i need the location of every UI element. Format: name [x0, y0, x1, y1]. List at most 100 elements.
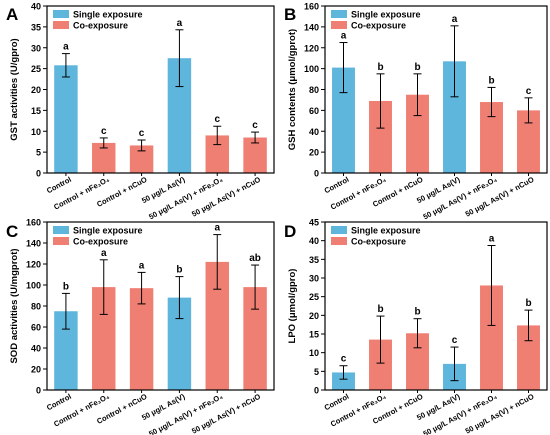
significance-letter: a [139, 260, 145, 271]
significance-letter: b [488, 75, 494, 86]
y-tick-label: 25 [309, 292, 319, 302]
bar [129, 288, 154, 390]
y-tick-label: 35 [31, 22, 41, 32]
legend-swatch [53, 226, 69, 234]
bar [205, 261, 229, 390]
y-axis-label: GST activities (U/gpro) [9, 38, 20, 140]
y-tick-label: 140 [304, 22, 319, 32]
y-tick-label: 40 [309, 236, 319, 246]
x-tick-label: 50 μg/L As(V) + nCuO [464, 392, 536, 435]
legend-swatch [53, 21, 69, 29]
bar [517, 110, 540, 173]
plot-frame [46, 5, 275, 174]
significance-letter: a [63, 42, 69, 53]
y-axis-label: SOD activities (U/mgprot) [9, 248, 20, 363]
y-tick-label: 40 [31, 344, 41, 354]
y-tick-label: 30 [31, 43, 41, 53]
x-tick-label: Control [323, 392, 351, 412]
y-tick-label: 120 [304, 43, 319, 53]
x-tick-label: Control [323, 175, 351, 195]
significance-letter: b [414, 307, 420, 318]
y-tick-label: 80 [31, 302, 41, 312]
significance-letter: ab [249, 253, 261, 264]
legend-swatch [331, 10, 347, 18]
y-tick-label: 160 [304, 2, 319, 12]
bar [406, 333, 429, 390]
significance-letter: b [525, 298, 531, 309]
legend-label: Co-exposure [351, 21, 406, 31]
y-tick-label: 45 [309, 218, 319, 228]
y-tick-label: 30 [309, 274, 319, 284]
significance-letter: b [377, 304, 383, 315]
y-tick-label: 140 [26, 239, 41, 249]
bar [205, 135, 229, 173]
bar [54, 65, 78, 173]
bar [369, 100, 392, 173]
y-tick-label: 80 [309, 85, 319, 95]
y-tick-label: 40 [309, 127, 319, 137]
legend-label: Single exposure [351, 226, 421, 236]
significance-letter: c [214, 114, 220, 125]
plot-frame [324, 221, 548, 391]
y-tick-label: 10 [309, 348, 319, 358]
legend-label: Co-exposure [73, 21, 128, 31]
panel-letter: A [6, 5, 18, 24]
legend-swatch [331, 237, 347, 245]
significance-letter: c [101, 126, 107, 137]
bar [129, 145, 154, 173]
y-axis-label: GSH contents (μmol/gprot) [287, 29, 298, 150]
bar [480, 102, 503, 173]
bar [369, 339, 392, 390]
bar [406, 94, 429, 173]
panel-letter: B [284, 5, 296, 24]
significance-letter: a [101, 248, 107, 259]
significance-letter: a [489, 234, 495, 245]
plot-frame [46, 221, 275, 391]
significance-letter: b [377, 62, 383, 73]
significance-letter: c [252, 120, 258, 131]
legend-swatch [53, 237, 69, 245]
bar [332, 372, 355, 390]
significance-letter: a [341, 31, 347, 42]
y-tick-label: 160 [26, 218, 41, 228]
y-tick-label: 120 [26, 260, 41, 270]
y-tick-label: 35 [309, 255, 319, 265]
x-tick-label: Control [45, 175, 73, 195]
y-tick-label: 20 [309, 311, 319, 321]
y-tick-label: 40 [31, 2, 41, 12]
bar [54, 311, 78, 390]
y-tick-label: 20 [31, 365, 41, 375]
bar [167, 297, 192, 390]
y-tick-label: 0 [36, 386, 41, 396]
y-tick-label: 20 [309, 148, 319, 158]
legend-label: Co-exposure [73, 237, 128, 247]
bar [92, 142, 116, 173]
panel-letter: C [6, 222, 18, 241]
bar [332, 67, 355, 173]
y-tick-label: 0 [314, 386, 319, 396]
legend-label: Single exposure [73, 226, 143, 236]
legend-label: Single exposure [351, 10, 421, 20]
bar [167, 58, 192, 173]
y-tick-label: 15 [31, 106, 41, 116]
y-tick-label: 25 [31, 64, 41, 74]
x-tick-label: Control [45, 392, 73, 412]
bar [443, 61, 466, 173]
significance-letter: c [341, 354, 347, 365]
significance-letter: c [452, 335, 458, 346]
y-tick-label: 5 [314, 367, 319, 377]
bar [243, 287, 267, 390]
legend-swatch [331, 21, 347, 29]
significance-letter: b [63, 281, 69, 292]
plot-frame [324, 5, 548, 174]
bar [243, 137, 267, 173]
x-tick-label: 50 μg/L As(V) + nCuO [464, 175, 536, 219]
y-tick-label: 100 [304, 64, 319, 74]
y-tick-label: 100 [26, 281, 41, 291]
significance-letter: a [177, 18, 183, 29]
bar [517, 325, 540, 390]
